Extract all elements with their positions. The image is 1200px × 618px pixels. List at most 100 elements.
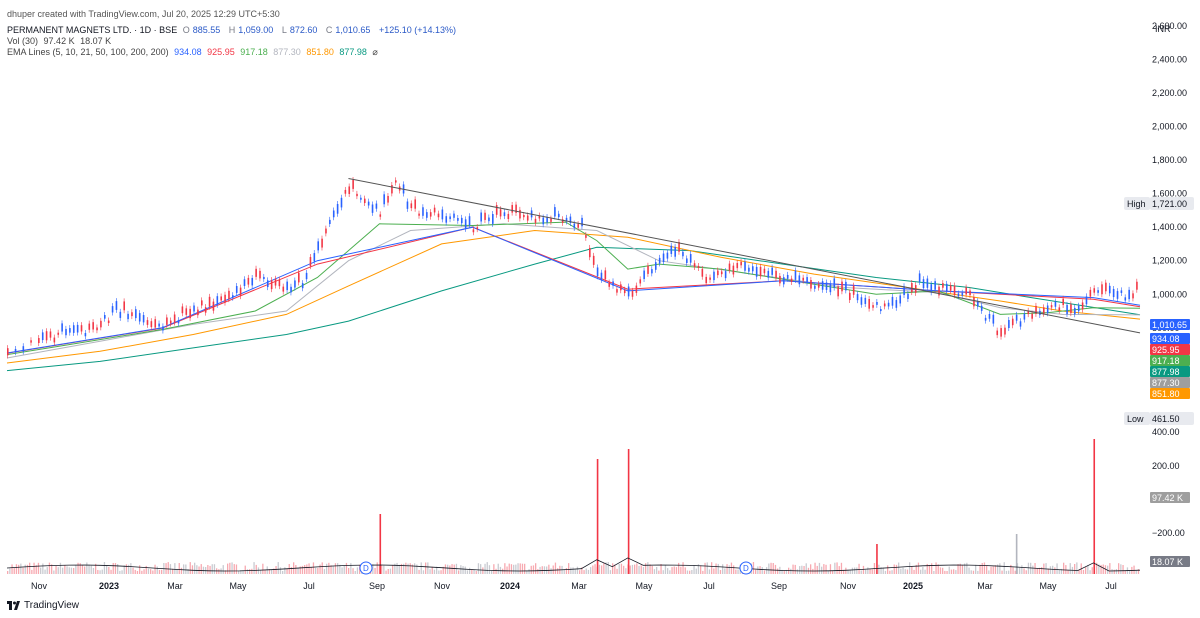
candle-body	[344, 189, 347, 194]
volume-legend[interactable]: Vol (30) 97.42 K 18.07 K	[7, 36, 114, 46]
volume-bar	[1137, 569, 1140, 574]
volume-bar	[526, 570, 528, 574]
volume-axis-tick: 200.00	[1152, 461, 1180, 471]
volume-bar	[653, 569, 656, 574]
price-tag-bg	[1150, 319, 1190, 330]
ema-hidden-icon[interactable]: ⌀	[372, 47, 378, 57]
volume-value-1: 97.42 K	[43, 36, 75, 46]
volume-bar	[781, 569, 783, 574]
candle-body	[228, 290, 230, 300]
volume-bar	[167, 562, 169, 574]
price-tag-bg	[1150, 388, 1190, 399]
volume-bar	[629, 565, 631, 574]
volume-bar	[354, 571, 356, 574]
volume-bar	[462, 566, 464, 574]
volume-axis-tick: −200.00	[1152, 528, 1185, 538]
candle-body	[686, 258, 688, 263]
candle-body	[876, 302, 878, 305]
candle-body	[550, 218, 552, 222]
candle-body	[519, 209, 521, 219]
candle-body	[150, 321, 153, 328]
volume-bar	[29, 562, 31, 574]
candle-body	[651, 269, 653, 274]
volume-bar	[766, 567, 768, 574]
candle-body	[790, 278, 793, 282]
volume-bar	[372, 564, 374, 574]
volume-bar	[772, 563, 774, 574]
volume-bar	[697, 564, 700, 574]
ema-legend[interactable]: EMA Lines (5, 10, 21, 50, 100, 200, 200)…	[7, 47, 381, 58]
candle-body	[728, 263, 731, 271]
volume-bar	[715, 563, 717, 574]
x-axis-tick: 2025	[903, 581, 923, 591]
extreme-value-bg	[1150, 197, 1194, 210]
volume-bar	[1133, 565, 1135, 574]
volume-bar	[284, 567, 286, 574]
volume-bar	[541, 566, 543, 574]
candle-body	[654, 262, 657, 270]
volume-bar	[1096, 562, 1098, 574]
trendline	[348, 178, 1141, 334]
candle-body	[72, 325, 75, 333]
price-tag-bg	[1150, 333, 1190, 344]
volume-bar	[843, 570, 845, 574]
volume-bar	[827, 570, 829, 574]
volume-ma-line	[6, 557, 1141, 572]
volume-bar	[114, 563, 117, 574]
volume-bar	[979, 564, 981, 574]
volume-bar	[95, 563, 97, 574]
candle-body	[783, 277, 785, 285]
volume-bar	[449, 565, 451, 574]
volume-bar	[253, 562, 255, 574]
candle-body	[748, 267, 750, 272]
volume-bar	[251, 568, 253, 574]
candle-body	[472, 229, 475, 233]
volume-bar	[312, 562, 315, 574]
candle-body	[670, 245, 673, 254]
volume-bar	[119, 570, 121, 574]
volume-bar	[1120, 564, 1122, 574]
candle-body	[689, 254, 692, 263]
candle-body	[270, 280, 273, 290]
volume-bar	[634, 564, 636, 574]
volume-bar	[636, 563, 638, 574]
volume-bar	[277, 562, 279, 574]
candle-body	[1136, 281, 1138, 290]
candle-body	[825, 282, 828, 290]
volume-spike-bar	[1015, 534, 1018, 574]
volume-bar	[110, 569, 112, 574]
volume-bar	[418, 569, 420, 574]
volume-bar	[90, 565, 92, 574]
candle-body	[755, 266, 758, 277]
ema21-line	[6, 221, 1141, 356]
volume-bar	[510, 564, 513, 574]
volume-bar	[233, 564, 235, 574]
volume-bar	[717, 563, 719, 574]
volume-bar	[279, 567, 282, 574]
volume-bar	[607, 562, 609, 574]
volume-bar	[394, 563, 396, 574]
volume-bar	[174, 563, 176, 574]
volume-bar	[845, 567, 847, 574]
candle-body	[1027, 310, 1030, 315]
candle-body	[895, 300, 898, 308]
volume-bar	[323, 569, 326, 574]
volume-bar	[1047, 568, 1049, 574]
candle-body	[1050, 305, 1053, 308]
candle-body	[204, 307, 207, 313]
candle-body	[309, 257, 312, 267]
volume-bar	[565, 568, 568, 574]
volume-bar	[893, 564, 895, 574]
candle-body	[930, 284, 933, 293]
volume-bar	[609, 570, 612, 574]
volume-bar	[840, 562, 843, 574]
candle-body	[371, 204, 374, 213]
volume-bar	[642, 567, 645, 574]
volume-bar	[106, 565, 108, 574]
candle-body	[515, 204, 517, 213]
candle-body	[526, 215, 529, 221]
volume-bar	[502, 568, 504, 574]
volume-bar	[1052, 565, 1054, 574]
volume-bar	[68, 567, 70, 574]
